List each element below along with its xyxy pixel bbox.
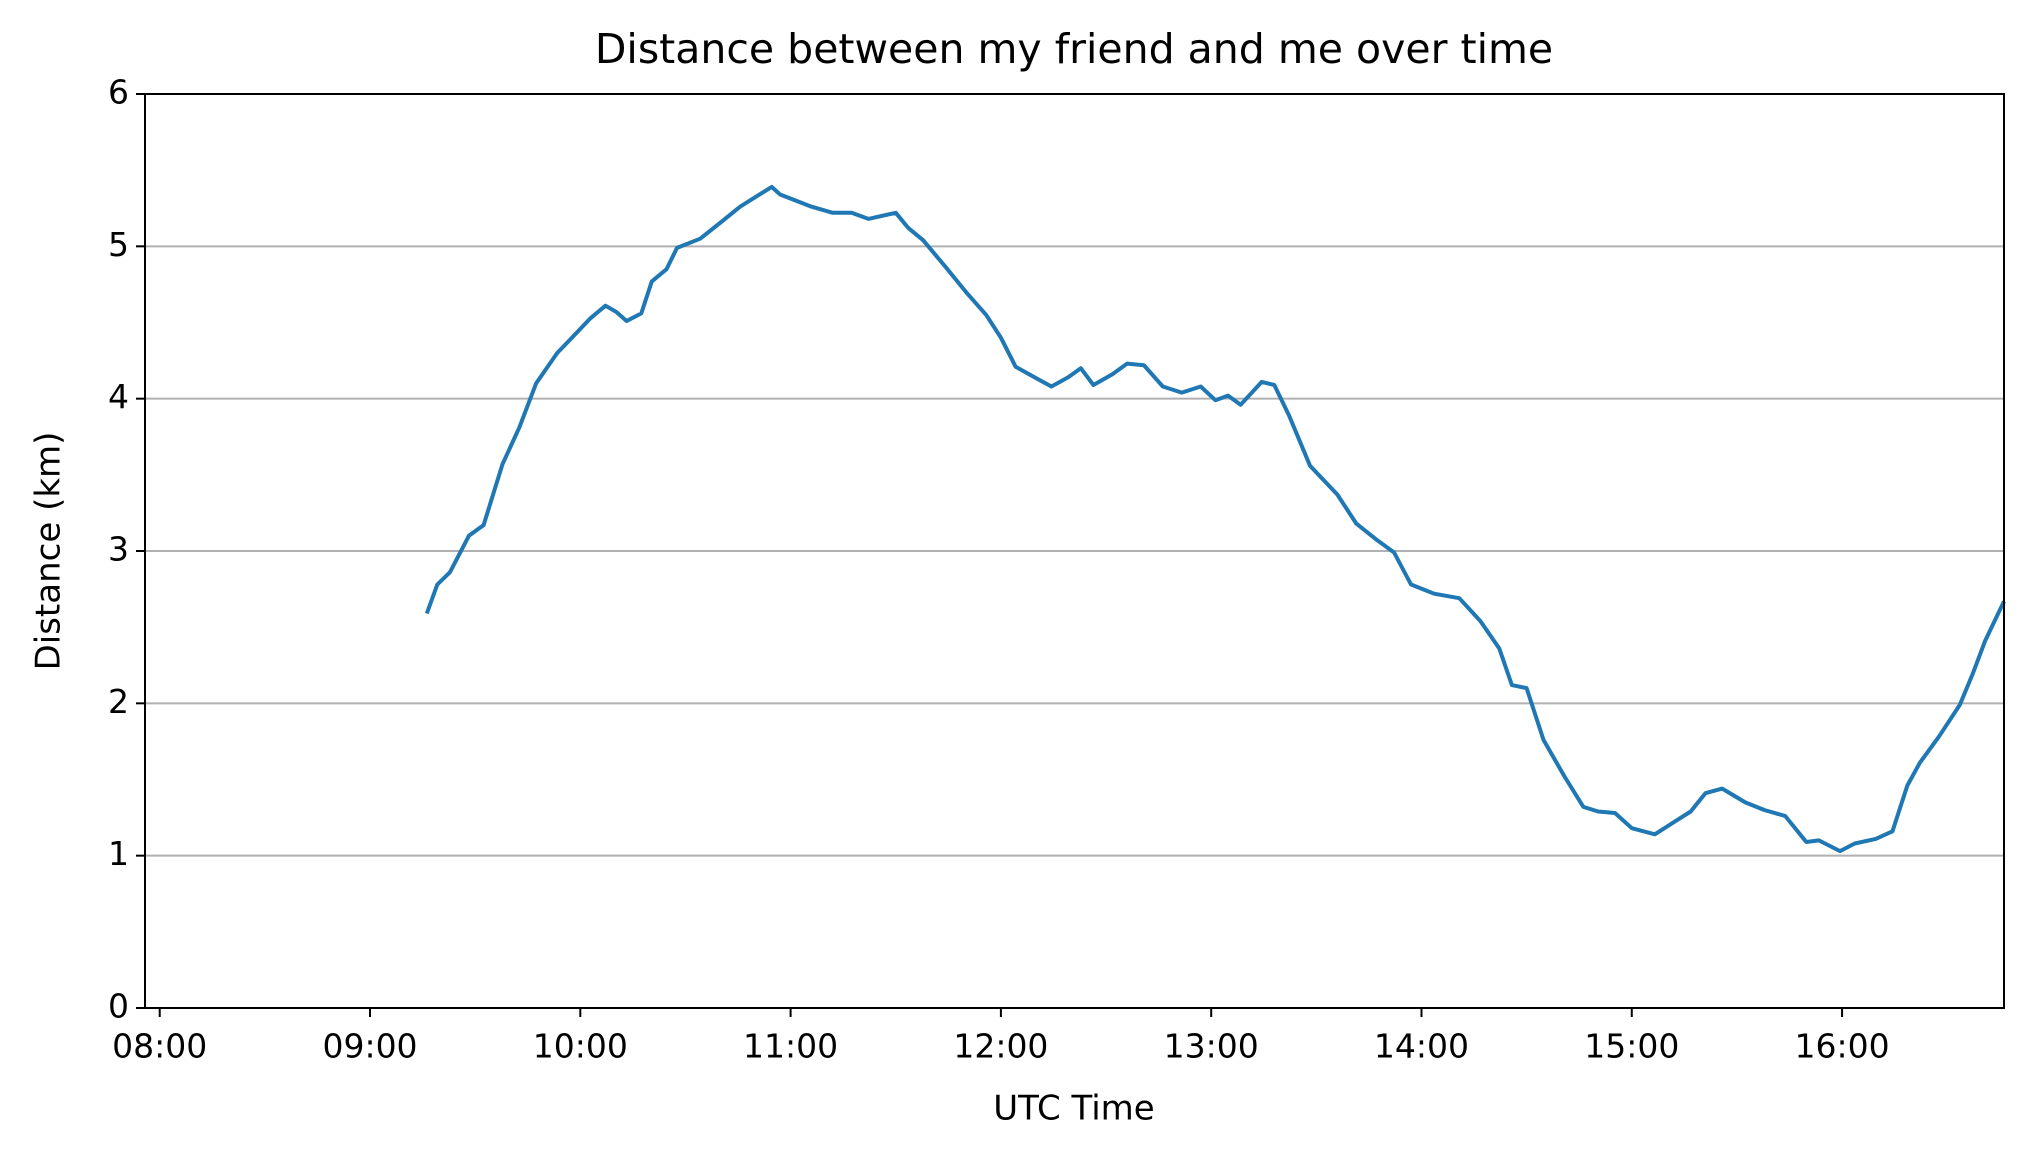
x-tick-label: 09:00 xyxy=(322,1027,417,1066)
y-tick-label: 2 xyxy=(108,682,129,721)
chart-title: Distance between my friend and me over t… xyxy=(595,25,1553,73)
plot-frame xyxy=(144,93,2005,1009)
y-tick-label: 5 xyxy=(108,225,129,264)
y-tick-label: 3 xyxy=(108,530,129,569)
x-axis-label: UTC Time xyxy=(993,1089,1154,1129)
y-axis-label: Distance (km) xyxy=(29,432,69,671)
x-tick-label: 15:00 xyxy=(1584,1027,1679,1066)
data-line xyxy=(424,184,2006,854)
x-tick-label: 12:00 xyxy=(953,1027,1048,1066)
y-tick-label: 4 xyxy=(108,377,129,416)
y-tick-label: 0 xyxy=(108,987,129,1026)
y-tick-label: 1 xyxy=(108,834,129,873)
y-tick-label: 6 xyxy=(108,73,129,112)
x-tick-label: 08:00 xyxy=(112,1027,207,1066)
x-tick-label: 10:00 xyxy=(533,1027,628,1066)
x-tick-label: 11:00 xyxy=(743,1027,838,1066)
x-tick-label: 16:00 xyxy=(1795,1027,1890,1066)
x-tick-label: 14:00 xyxy=(1374,1027,1469,1066)
x-tick-label: 13:00 xyxy=(1164,1027,1259,1066)
